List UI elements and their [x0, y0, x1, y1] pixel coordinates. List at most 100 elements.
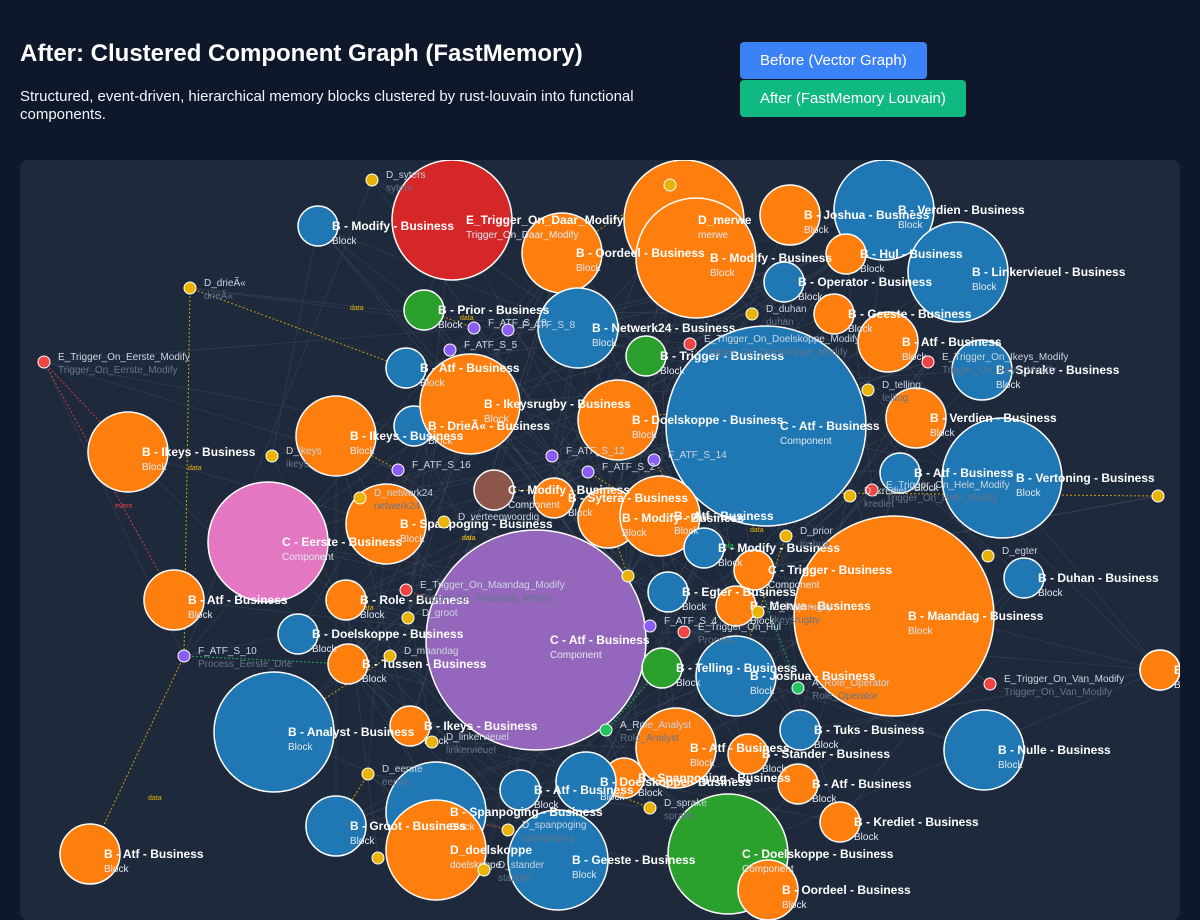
- graph-small-node[interactable]: [365, 173, 379, 187]
- graph-node[interactable]: [727, 733, 769, 775]
- graph-canvas[interactable]: data data event data data data data data data dat…: [20, 160, 1180, 920]
- graph-node[interactable]: [857, 311, 919, 373]
- graph-node[interactable]: [305, 795, 367, 857]
- graph-small-node[interactable]: [467, 321, 481, 335]
- graph-node[interactable]: [777, 763, 819, 805]
- node-label: B - Atf - Business: [914, 466, 1014, 480]
- graph-small-node[interactable]: [599, 723, 613, 737]
- graph-node[interactable]: [295, 395, 377, 477]
- graph-small-node[interactable]: [183, 281, 197, 295]
- graph-small-node[interactable]: [683, 337, 697, 351]
- graph-node[interactable]: [683, 527, 725, 569]
- graph-node[interactable]: [533, 477, 575, 519]
- graph-node[interactable]: [619, 475, 701, 557]
- after-fastmemory-louvain-button[interactable]: After (FastMemory Louvain): [740, 80, 966, 117]
- graph-small-node[interactable]: [921, 355, 935, 369]
- graph-small-node[interactable]: [383, 649, 397, 663]
- graph-small-node[interactable]: [751, 605, 765, 619]
- graph-node[interactable]: [879, 452, 921, 494]
- graph-small-node[interactable]: [437, 515, 451, 529]
- graph-node[interactable]: [819, 801, 861, 843]
- graph-small-node[interactable]: [399, 583, 413, 597]
- graph-small-node[interactable]: [643, 801, 657, 815]
- before-vector-graph-button[interactable]: Before (Vector Graph): [740, 42, 927, 79]
- graph-node[interactable]: [213, 671, 335, 793]
- graph-node[interactable]: [391, 160, 513, 281]
- graph-node[interactable]: [207, 481, 329, 603]
- graph-node[interactable]: [577, 379, 659, 461]
- graph-node[interactable]: [635, 707, 717, 789]
- graph-svg[interactable]: datadataeventdatadatadatadatadatadatadat…: [20, 160, 1180, 920]
- graph-small-node[interactable]: [443, 343, 457, 357]
- graph-node[interactable]: [143, 569, 205, 631]
- graph-small-node[interactable]: [391, 463, 405, 477]
- graph-node[interactable]: [641, 647, 683, 689]
- graph-node[interactable]: [647, 571, 689, 613]
- graph-small-node[interactable]: [545, 449, 559, 463]
- graph-node[interactable]: [473, 469, 515, 511]
- graph-small-node[interactable]: [37, 355, 51, 369]
- graph-small-node[interactable]: [353, 491, 367, 505]
- graph-small-node[interactable]: [371, 851, 385, 865]
- graph-small-node[interactable]: [643, 619, 657, 633]
- graph-small-node[interactable]: [361, 767, 375, 781]
- graph-node[interactable]: [733, 549, 775, 591]
- graph-node[interactable]: [277, 613, 319, 655]
- graph-small-node[interactable]: [779, 529, 793, 543]
- graph-small-node[interactable]: [401, 611, 415, 625]
- graph-node[interactable]: [345, 483, 427, 565]
- graph-node[interactable]: [825, 233, 867, 275]
- graph-node[interactable]: [419, 353, 521, 455]
- graph-node[interactable]: [695, 635, 777, 717]
- graph-small-node[interactable]: [865, 483, 879, 497]
- graph-node[interactable]: [951, 339, 1013, 401]
- graph-small-node[interactable]: [981, 549, 995, 563]
- graph-node[interactable]: [555, 751, 617, 813]
- graph-small-node[interactable]: [501, 823, 515, 837]
- graph-small-node[interactable]: [477, 863, 491, 877]
- graph-small-node[interactable]: [663, 178, 677, 192]
- graph-small-node[interactable]: [677, 625, 691, 639]
- graph-node[interactable]: [665, 325, 867, 527]
- graph-node[interactable]: [327, 643, 369, 685]
- graph-small-node[interactable]: [501, 323, 515, 337]
- graph-node[interactable]: [325, 579, 367, 621]
- graph-node[interactable]: [635, 197, 757, 319]
- graph-small-node[interactable]: [647, 453, 661, 467]
- graph-small-node[interactable]: [745, 307, 759, 321]
- graph-node[interactable]: [759, 184, 821, 246]
- graph-small-node[interactable]: [425, 735, 439, 749]
- graph-small-node[interactable]: [861, 383, 875, 397]
- graph-node[interactable]: [763, 261, 805, 303]
- graph-small-node[interactable]: [581, 465, 595, 479]
- graph-node[interactable]: [941, 417, 1063, 539]
- graph-node[interactable]: [907, 221, 1009, 323]
- graph-node[interactable]: [297, 205, 339, 247]
- graph-node[interactable]: [625, 335, 667, 377]
- graph-small-node[interactable]: [621, 569, 635, 583]
- graph-node[interactable]: [793, 515, 995, 717]
- graph-node[interactable]: [1139, 649, 1180, 691]
- graph-node[interactable]: [537, 287, 619, 369]
- graph-small-node[interactable]: [791, 681, 805, 695]
- graph-small-node[interactable]: [265, 449, 279, 463]
- background-edge: [317, 225, 425, 311]
- graph-node[interactable]: [885, 387, 947, 449]
- graph-node[interactable]: [59, 823, 121, 885]
- graph-node[interactable]: [813, 293, 855, 335]
- graph-small-node[interactable]: [843, 489, 857, 503]
- graph-node[interactable]: [425, 529, 647, 751]
- graph-node[interactable]: [87, 411, 169, 493]
- graph-small-node[interactable]: [983, 677, 997, 691]
- graph-small-node[interactable]: [1151, 489, 1165, 503]
- graph-node[interactable]: [385, 347, 427, 389]
- graph-node[interactable]: [779, 709, 821, 751]
- graph-node[interactable]: [389, 705, 431, 747]
- graph-node[interactable]: [833, 160, 935, 261]
- graph-node[interactable]: [403, 289, 445, 331]
- graph-node[interactable]: [1003, 557, 1045, 599]
- graph-node[interactable]: [943, 709, 1025, 791]
- graph-small-node[interactable]: [177, 649, 191, 663]
- node-label: C - Eerste - Business: [282, 535, 402, 549]
- graph-node[interactable]: [499, 769, 541, 811]
